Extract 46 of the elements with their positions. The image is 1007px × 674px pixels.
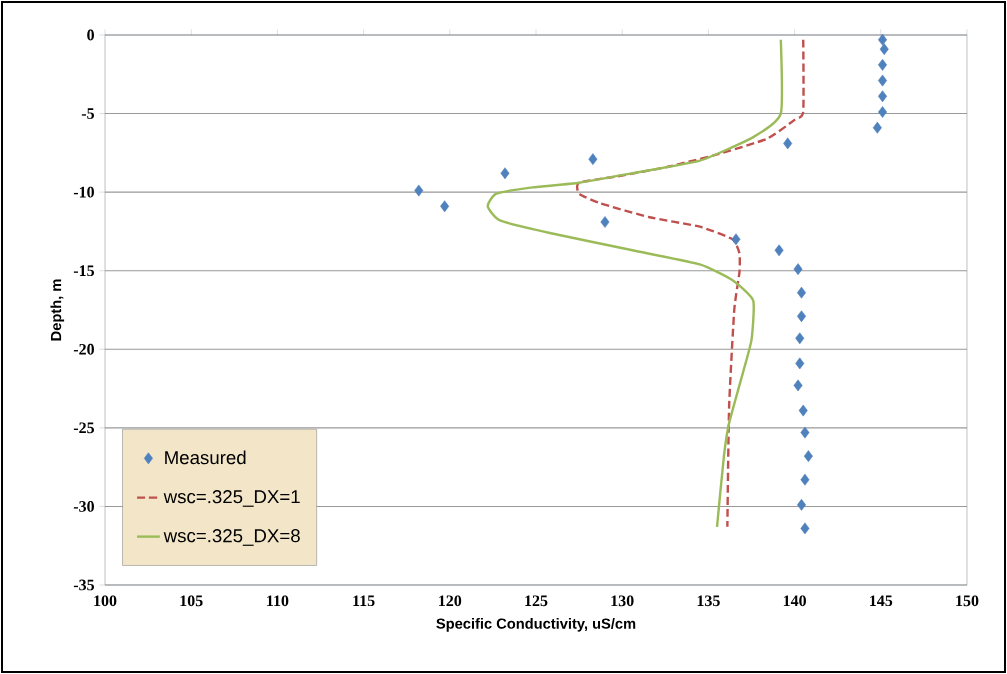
point	[731, 233, 741, 246]
point	[803, 450, 813, 462]
y-tick-label: -20	[73, 343, 94, 355]
y-tick-label: -15	[73, 265, 95, 277]
point	[872, 121, 882, 134]
x-tick-label: 135	[697, 595, 720, 607]
legend-label: wsc=.325_DX=1	[163, 490, 300, 507]
point	[800, 522, 810, 535]
point	[793, 379, 803, 392]
point	[440, 200, 450, 213]
point	[800, 426, 810, 439]
x-tick-label: 130	[611, 595, 634, 607]
x-tick-label: 110	[267, 595, 289, 607]
y-tick-label: -25	[73, 422, 95, 434]
point	[793, 263, 803, 275]
legend-label: Measured	[165, 450, 246, 465]
x-tick-label: 150	[956, 595, 979, 607]
point	[500, 167, 510, 180]
x-tick-label: 140	[783, 595, 806, 607]
point	[878, 106, 887, 118]
point	[783, 137, 793, 150]
point	[414, 184, 424, 197]
x-tick-label: 120	[439, 595, 462, 607]
x-tick-label: 125	[525, 595, 548, 607]
y-tick-label: -5	[81, 108, 95, 119]
point	[588, 153, 598, 166]
legend-label: wsc=.325_DX=8	[163, 529, 300, 546]
point	[879, 43, 889, 56]
point	[795, 332, 805, 345]
x-tick-label: 145	[870, 595, 893, 607]
point	[800, 473, 810, 486]
x-axis-title: Specific Conductivity, uS/cm	[436, 618, 636, 632]
y-tick-label: -35	[73, 579, 95, 591]
point	[795, 357, 805, 370]
line-series	[576, 38, 805, 529]
y-tick-label: -30	[73, 501, 94, 512]
point	[600, 216, 610, 228]
y-tick-label: 0	[87, 29, 94, 41]
y-axis-title: Depth, m	[50, 279, 65, 341]
point	[798, 404, 808, 417]
x-tick-label: 100	[94, 595, 117, 607]
point	[774, 244, 784, 257]
line-series	[486, 38, 784, 529]
x-tick-label: 115	[353, 595, 375, 607]
y-tick-label: -10	[73, 186, 94, 198]
x-tick-label: 105	[180, 595, 203, 607]
